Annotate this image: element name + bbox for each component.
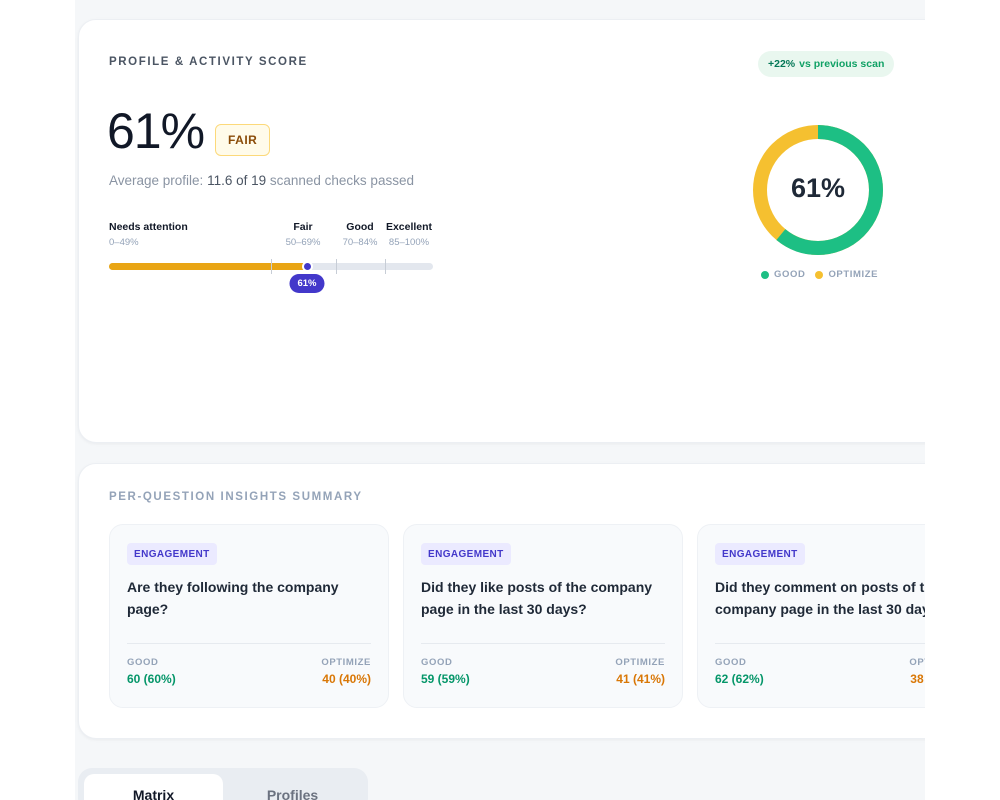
good-label: GOOD [421,657,453,668]
question-text: Did they like posts of the company page … [421,579,653,617]
score-progress-bar [109,259,433,274]
band-range: 70–84% [342,237,378,248]
legend-optimize-label: OPTIMIZE [828,269,879,280]
band-excellent: Excellent 85–100% [384,221,434,248]
average-profile-text: Average profile: 11.6 of 19 scanned chec… [109,173,414,188]
band-name: Fair [293,221,313,233]
category-tag: ENGAGEMENT [421,543,511,565]
legend-good: GOOD [761,269,805,280]
optimize-label: OPTIMIZE [321,657,371,668]
page-margin [925,0,1000,800]
insights-title: PER-QUESTION INSIGHTS SUMMARY [109,491,363,503]
optimize-stat: OPTIMIZE 38 (38%) [909,657,925,686]
band-name: Good [346,221,374,233]
good-label: GOOD [127,657,159,668]
avg-prefix: Average profile: [109,173,208,188]
good-stat: GOOD 62 (62%) [715,657,764,686]
main-content: PROFILE & ACTIVITY SCORE +22% vs previou… [75,0,925,800]
band-range: 0–49% [109,237,139,248]
delta-value: +22% [768,58,796,70]
score-card-title: PROFILE & ACTIVITY SCORE [109,56,308,68]
profile-activity-score-card: PROFILE & ACTIVITY SCORE +22% vs previou… [78,19,925,443]
donut-good-arc [753,125,883,255]
legend-good-swatch [761,270,769,279]
good-stat: GOOD 60 (60%) [127,657,176,686]
avg-value: 11.6 of 19 [207,173,267,188]
donut-center-label: 61% [790,173,846,203]
band-range: 50–69% [285,237,321,248]
legend-optimize: OPTIMIZE [815,269,878,280]
question-card[interactable]: ENGAGEMENT Are they following the compan… [109,524,389,708]
avg-suffix: scanned checks passed [266,173,414,188]
divider [421,643,665,644]
per-question-insights-card: PER-QUESTION INSIGHTS SUMMARY ENGAGEMENT… [78,463,925,739]
band-divider [271,259,272,274]
question-text: Did they comment on posts of the company… [715,579,925,617]
question-card[interactable]: ENGAGEMENT Did they like posts of the co… [403,524,683,708]
score-marker-label: 61% [289,274,325,293]
good-value: 60 (60%) [127,672,176,686]
score-donut-chart [753,125,883,255]
band-divider [385,259,386,274]
optimize-label: OPTIMIZE [615,657,665,668]
category-tag: ENGAGEMENT [127,543,217,565]
band-fair: Fair 50–69% [283,221,323,248]
optimize-stat: OPTIMIZE 41 (41%) [615,657,665,686]
good-stat: GOOD 59 (59%) [421,657,470,686]
rating-badge: FAIR [215,124,271,156]
tab-profiles[interactable]: Profiles [266,787,319,800]
question-text: Are they following the company page? [127,579,339,617]
delta-text: vs previous scan [799,58,885,70]
band-range: 85–100% [388,237,430,248]
delta-badge: +22% vs previous scan [758,51,895,77]
optimize-label: OPTIMIZE [909,657,925,668]
view-tabs: Matrix Profiles [78,768,368,800]
score-progress-fill [109,263,307,270]
question-card[interactable]: ENGAGEMENT Did they comment on posts of … [697,524,925,708]
optimize-value: 41 (41%) [616,672,665,686]
category-tag: ENGAGEMENT [715,543,805,565]
divider [715,643,925,644]
divider [127,643,371,644]
score-value: 61% [107,103,205,159]
band-name: Excellent [385,221,433,233]
optimize-stat: OPTIMIZE 40 (40%) [321,657,371,686]
band-name: Needs attention [109,221,188,233]
band-good: Good 70–84% [339,221,381,248]
legend-good-label: GOOD [774,269,806,280]
good-value: 62 (62%) [715,672,764,686]
good-value: 59 (59%) [421,672,470,686]
band-divider [336,259,337,274]
band-needs-attention: Needs attention 0–49% [109,221,188,248]
score-marker-dot [302,261,313,272]
good-label: GOOD [715,657,747,668]
optimize-value: 40 (40%) [322,672,371,686]
donut-legend: GOOD OPTIMIZE [761,269,878,280]
legend-optimize-swatch [815,270,824,279]
tab-matrix[interactable]: Matrix [84,774,223,800]
optimize-value: 38 (38%) [910,672,925,686]
